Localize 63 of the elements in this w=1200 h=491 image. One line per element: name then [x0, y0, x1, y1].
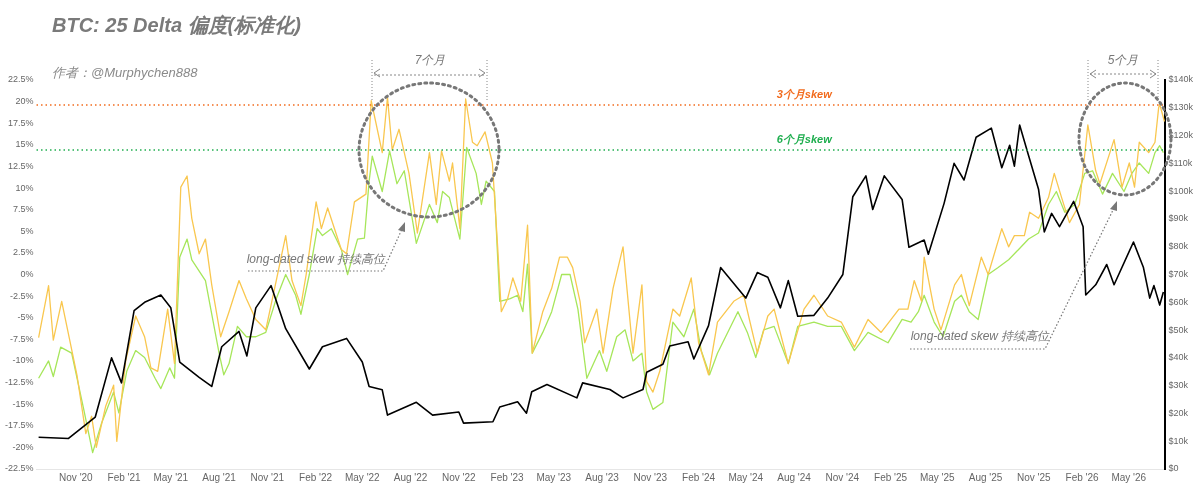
x-tick-label: Feb '22: [299, 471, 333, 483]
x-tick-label: May '23: [536, 471, 572, 483]
y2-tick-label: $50k: [1168, 324, 1189, 335]
y2-tick-label: $30k: [1168, 380, 1189, 391]
y-tick-label: -22.5%: [4, 463, 34, 474]
x-tick-label: May '25: [919, 471, 956, 483]
y2-tick-label: $10k: [1168, 435, 1189, 446]
x-tick-label: Nov '20: [59, 471, 94, 483]
y2-tick-label: $20k: [1168, 407, 1189, 418]
y-tick-label: 12.5%: [7, 160, 34, 171]
x-tick-label: Feb '26: [1065, 471, 1100, 483]
y2-tick-label: $140k: [1168, 74, 1194, 85]
y2-tick-label: $60k: [1168, 296, 1189, 307]
x-tick-label: Aug '24: [777, 471, 812, 483]
x-tick-label: Nov '23: [633, 471, 668, 483]
x-tick-label: Nov '24: [825, 471, 860, 483]
x-tick-label: Feb '24: [682, 471, 716, 483]
y-tick-label: -12.5%: [4, 377, 34, 388]
x-tick-label: May '26: [1111, 471, 1147, 483]
x-tick-label: Feb '23: [490, 471, 525, 483]
x-tick-label: May '21: [153, 471, 189, 483]
y-tick-label: -5%: [17, 312, 34, 323]
chart-title: BTC: 25 Delta 偏度(标准化): [52, 13, 301, 38]
annotation: long-dated skew 持续高位: [910, 329, 1051, 344]
y2-tick-label: $40k: [1168, 352, 1189, 363]
x-tick-label: Nov '21: [250, 471, 285, 483]
y2-tick-label: $90k: [1168, 213, 1189, 224]
y-tick-label: 2.5%: [13, 247, 34, 258]
y-tick-label: -15%: [12, 398, 34, 409]
x-tick-label: Aug '21: [202, 471, 237, 483]
y2-tick-label: $110k: [1168, 157, 1193, 168]
x-tick-label: Aug '23: [585, 471, 620, 483]
x-tick-label: Aug '25: [968, 471, 1003, 483]
y2-tick-label: $130k: [1168, 102, 1194, 113]
text: 7个月: [414, 53, 446, 68]
ref-line-label: 6个月skew: [776, 132, 834, 145]
y-tick-label: 0%: [20, 268, 34, 279]
y2-tick-label: $0: [1168, 463, 1179, 474]
y-tick-label: -20%: [12, 441, 34, 452]
y-tick-label: 22.5%: [7, 74, 34, 85]
x-tick-label: May '24: [728, 471, 764, 483]
y2-tick-label: $80k: [1168, 241, 1189, 252]
x-tick-label: Aug '22: [393, 471, 428, 483]
y2-tick-label: $70k: [1168, 268, 1189, 279]
x-tick-label: Feb '25: [874, 471, 908, 483]
x-tick-label: May '22: [344, 471, 381, 483]
x-tick-label: Nov '25: [1017, 471, 1052, 483]
y-tick-label: -2.5%: [10, 290, 34, 301]
y-tick-label: 17.5%: [7, 117, 34, 128]
y-tick-label: 10%: [15, 182, 34, 193]
x-tick-label: Nov '22: [442, 471, 477, 483]
text: 5个月: [1107, 53, 1139, 68]
y-tick-label: 7.5%: [13, 204, 34, 215]
y-tick-label: 5%: [20, 225, 34, 236]
y-tick-label: -17.5%: [4, 420, 34, 431]
y-tick-label: 20%: [15, 96, 34, 107]
y2-tick-label: $100k: [1168, 185, 1194, 196]
y-tick-label: -10%: [12, 355, 34, 366]
y-tick-label: -7.5%: [10, 333, 34, 344]
y-tick-label: 15%: [15, 139, 34, 150]
chart-subtitle: 作者：@Murphychen888: [52, 64, 198, 82]
x-tick-label: Feb '21: [107, 471, 142, 483]
ref-line-label: 3个月skew: [776, 87, 834, 100]
